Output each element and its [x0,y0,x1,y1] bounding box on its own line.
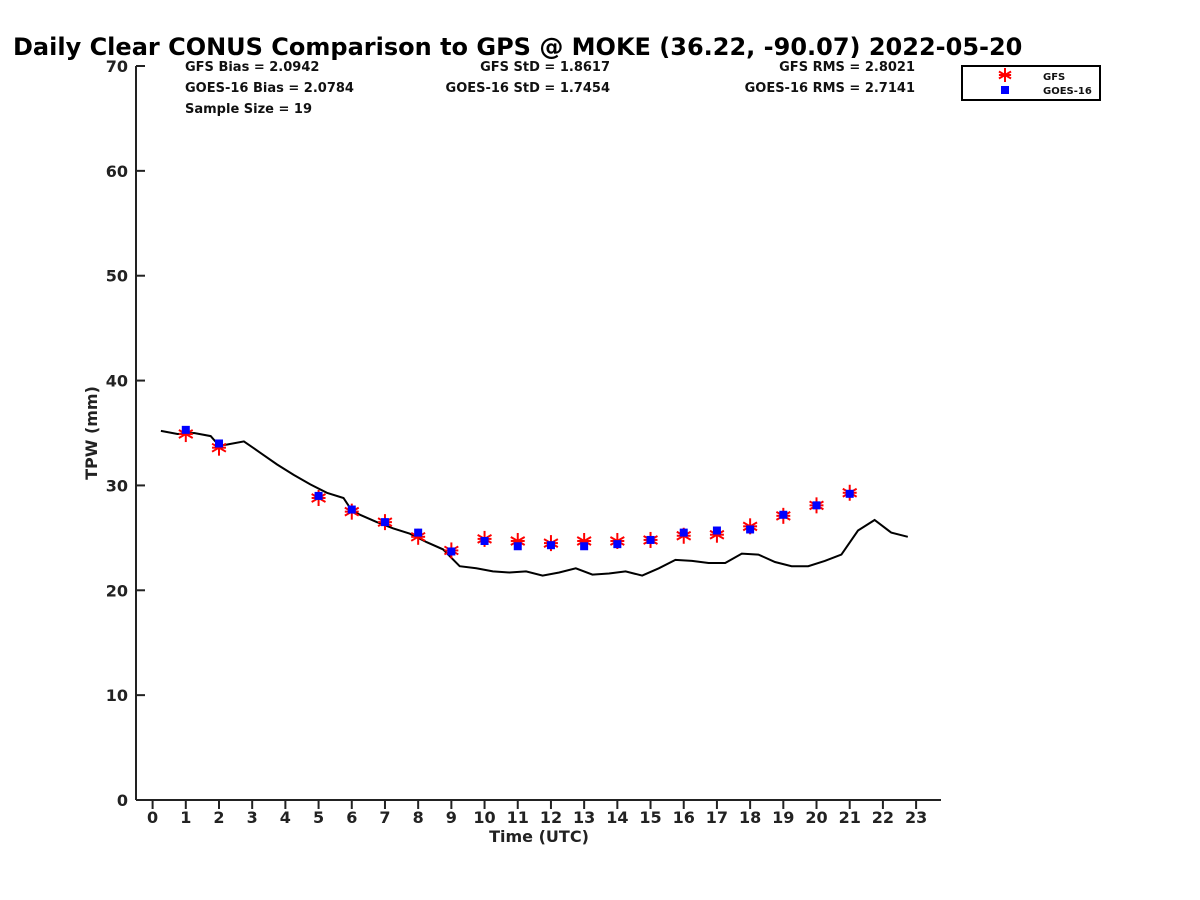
goes-point [779,510,788,519]
goes-point [712,526,721,535]
y-tick-label-40: 40 [106,372,128,391]
y-tick-label-60: 60 [106,162,128,181]
goes-point [214,439,223,448]
x-tick-label-4: 4 [280,808,291,827]
x-tick-label-3: 3 [247,808,258,827]
legend: GFS GOES-16 [961,65,1101,101]
x-tick-label-7: 7 [379,808,390,827]
legend-goes-label: GOES-16 [1043,86,1092,97]
x-tick-label-10: 10 [473,808,495,827]
gps-line [160,429,909,577]
x-tick-label-1: 1 [180,808,191,827]
y-tick-label-20: 20 [106,581,128,600]
goes-point [812,501,821,510]
goes-point [513,542,522,551]
x-tick-label-23: 23 [905,808,927,827]
sample-size-text: Sample Size = 19 [185,102,312,117]
gfs-std-text: GFS StD = 1.8617 [480,60,610,75]
x-tick-label-13: 13 [573,808,595,827]
x-tick-label-22: 22 [872,808,894,827]
goes-point [580,542,589,551]
legend-gfs-label: GFS [1043,72,1065,83]
goes-point [380,518,389,527]
y-tick-label-10: 10 [106,686,128,705]
gfs-rms-text: GFS RMS = 2.8021 [779,60,915,75]
y-tick-label-0: 0 [117,791,128,810]
goes-bias-text: GOES-16 Bias = 2.0784 [185,81,354,96]
legend-gfs-asterisk [998,68,1012,82]
stats-panel: GFS Bias = 2.0942 GOES-16 Bias = 2.0784 … [185,60,915,117]
goes-point [845,489,854,498]
goes-point [480,537,489,546]
goes-point [613,540,622,549]
legend-box [961,65,1101,101]
legend-gfs-marker [998,68,1012,82]
goes-point [347,505,356,514]
goes-point [447,547,456,556]
goes-point [314,491,323,500]
goes-point [746,525,755,534]
x-tick-label-14: 14 [606,808,628,827]
plot-area [160,425,909,577]
x-tick-label-21: 21 [839,808,861,827]
x-tick-label-16: 16 [673,808,695,827]
goes-point [546,541,555,550]
x-tick-label-11: 11 [507,808,529,827]
goes-rms-text: GOES-16 RMS = 2.7141 [745,81,915,96]
axes: 0 1 2 3 4 5 6 7 8 9 10 11 12 13 14 15 16 17 18 19 20 21 22 2301… [106,57,941,827]
x-tick-label-17: 17 [706,808,728,827]
x-tick-label-18: 18 [739,808,761,827]
y-tick-label-30: 30 [106,476,128,495]
x-tick-label-19: 19 [772,808,794,827]
y-tick-label-50: 50 [106,267,128,286]
goes-point [646,535,655,544]
goes-point [679,528,688,537]
gfs-bias-text: GFS Bias = 2.0942 [185,60,319,75]
legend-goes-marker [1001,86,1009,94]
x-axis-label: Time (UTC) [489,827,589,846]
goes-std-text: GOES-16 StD = 1.7454 [446,81,610,96]
x-tick-label-9: 9 [446,808,457,827]
gfs-point [709,526,725,543]
y-axis-label: TPW (mm) [82,386,101,480]
x-tick-label-5: 5 [313,808,324,827]
x-tick-label-8: 8 [413,808,424,827]
x-tick-label-2: 2 [213,808,224,827]
x-tick-label-0: 0 [147,808,158,827]
x-tick-label-6: 6 [346,808,357,827]
x-tick-label-20: 20 [805,808,827,827]
goes-point [414,528,423,537]
gfs-point [178,426,194,443]
x-tick-label-15: 15 [639,808,661,827]
chart-title: Daily Clear CONUS Comparison to GPS @ MO… [13,33,1022,61]
x-tick-label-12: 12 [540,808,562,827]
goes-point [181,425,190,434]
y-tick-label-70: 70 [106,57,128,76]
